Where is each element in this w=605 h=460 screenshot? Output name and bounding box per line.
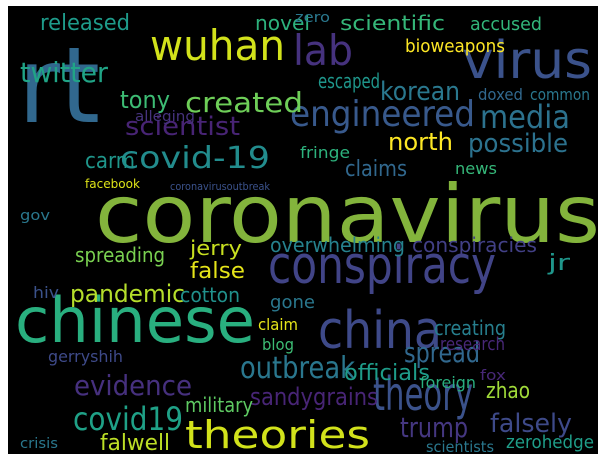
word: zhao [486,379,530,404]
word: coronavirus [95,168,600,261]
word: created [185,86,303,119]
word: military [185,393,253,417]
word: gov [20,208,50,224]
word: media [480,98,570,136]
word: jr [547,251,572,276]
word: pandemic [70,280,185,308]
word: covid19 [73,400,183,438]
word: claim [258,315,298,334]
word: conspiracy [268,236,496,296]
word: released [40,11,130,36]
word: scientific [340,11,445,35]
word: officials [344,361,430,386]
word: blog [262,335,294,354]
word: creating [434,316,506,340]
word: theories [185,413,370,457]
word: covid-19 [120,141,270,176]
word: jerry [189,236,242,260]
word: falwell [100,431,170,456]
word: chinese [15,284,255,357]
word: fox [480,368,506,384]
word: bioweapons [405,36,505,57]
word: overwhelming [270,233,405,257]
word: facebook [85,177,140,191]
word: doxed [478,85,523,104]
word: engineered [290,94,475,135]
word: spread [404,336,480,369]
word: wuhan [150,21,285,70]
word: sandygrains [250,383,378,411]
word: claims [345,157,407,182]
word: outbreak [240,351,356,386]
word: carm [85,149,135,174]
word: twitter [20,56,108,89]
word: korean [380,77,460,107]
word: news [455,159,497,178]
word: coronavirusoutbreak [170,180,271,193]
word: lab [293,26,353,75]
word: novel [255,11,310,35]
word: conspiracies [412,233,537,257]
word: scientist [125,112,240,142]
word: common [530,85,590,104]
word: fringe [300,143,350,162]
word: scientists [426,438,494,456]
word: zero [295,10,330,26]
word: research [440,334,505,355]
background [8,6,598,454]
word: alleging [135,109,195,125]
word: accused [470,14,542,35]
word: escaped [318,69,380,93]
word: hiv [33,283,59,302]
word: virus [462,31,592,91]
word: tony [120,86,170,114]
word: theory [373,367,473,421]
word: crisis [20,436,58,452]
word: falsely [490,409,572,439]
word: possible [468,129,568,159]
word: false [190,259,245,284]
word: evidence [74,369,192,402]
word: rt [18,25,100,147]
word: zerohedge [506,432,594,453]
word: china [318,301,442,361]
word: trump [400,411,468,444]
word: foreign [420,373,476,392]
word: gone [270,292,315,313]
word: cotton [180,283,240,307]
word: north [388,128,453,156]
word: spreading [75,243,165,267]
word: gerryshih [48,347,123,366]
